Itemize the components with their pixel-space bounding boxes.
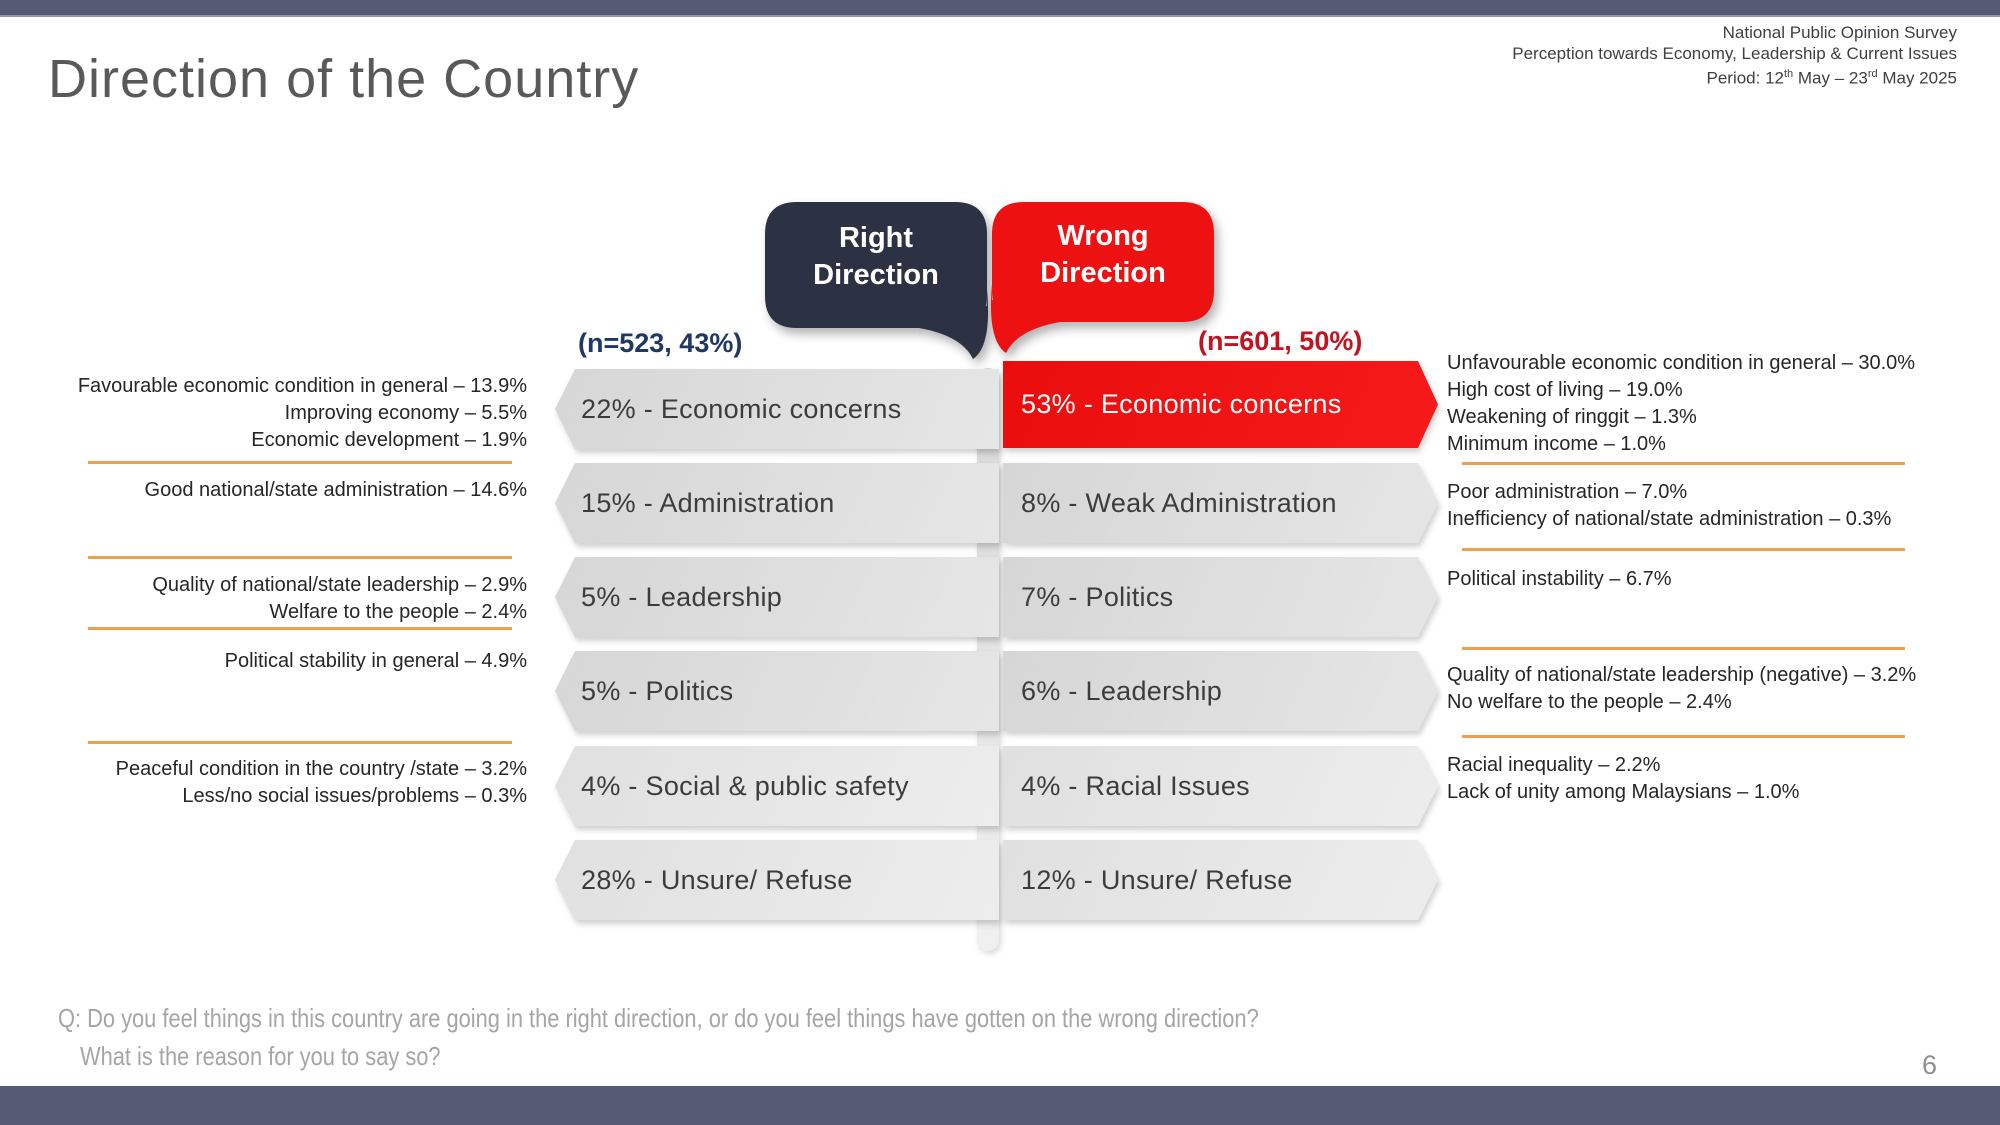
wrong-direction-breakdown-group: Quality of national/state leadership (ne… bbox=[1447, 662, 1992, 716]
wrong-direction-reason-row: 6% - Leadership bbox=[1003, 651, 1420, 731]
reason-arrow-label: 12% - Unsure/ Refuse bbox=[1003, 840, 1438, 920]
wrong-direction-reason-row: 4% - Racial Issues bbox=[1003, 746, 1420, 826]
survey-period: Period: 12th May – 23rd May 2025 bbox=[1706, 68, 1957, 88]
breakdown-line: Less/no social issues/problems – 0.3% bbox=[182, 785, 527, 807]
breakdown-line: Improving economy – 5.5% bbox=[284, 402, 527, 424]
reason-arrow-label: 5% - Leadership bbox=[555, 557, 999, 637]
reason-arrow-label: 7% - Politics bbox=[1003, 557, 1438, 637]
reason-arrow-label: 5% - Politics bbox=[555, 651, 999, 731]
survey-subtitle: Perception towards Economy, Leadership &… bbox=[1512, 44, 1957, 63]
right-direction-breakdown-group: Favourable economic condition in general… bbox=[20, 373, 527, 454]
survey-name: National Public Opinion Survey bbox=[1722, 23, 1957, 42]
right-direction-reason-row: 4% - Social & public safety bbox=[555, 746, 999, 826]
wrong-direction-bubble-label: Wrong Direction bbox=[1040, 220, 1166, 289]
right-direction-reason-row: 22% - Economic concerns bbox=[555, 369, 999, 449]
separator-line bbox=[88, 627, 512, 630]
right-direction-reason-row: 5% - Leadership bbox=[555, 557, 999, 637]
breakdown-line: Minimum income – 1.0% bbox=[1447, 433, 1666, 455]
survey-question-line1: Q: Do you feel things in this country ar… bbox=[58, 1003, 1259, 1033]
right-direction-reason-row: 28% - Unsure/ Refuse bbox=[555, 840, 999, 920]
breakdown-line: Welfare to the people – 2.4% bbox=[269, 601, 527, 623]
right-direction-breakdown-group: Quality of national/state leadership – 2… bbox=[20, 572, 527, 626]
breakdown-line: Poor administration – 7.0% bbox=[1447, 481, 1688, 503]
wrong-direction-reason-row: 53% - Economic concerns bbox=[1003, 361, 1420, 448]
reason-arrow-label: 6% - Leadership bbox=[1003, 651, 1438, 731]
wrong-direction-reason-row: 8% - Weak Administration bbox=[1003, 463, 1420, 543]
breakdown-line: Good national/state administration – 14.… bbox=[144, 479, 527, 501]
wrong-direction-bubble: Wrong Direction bbox=[990, 198, 1216, 364]
breakdown-line: Lack of unity among Malaysians – 1.0% bbox=[1447, 781, 1800, 803]
reason-arrow-label: 22% - Economic concerns bbox=[555, 369, 999, 449]
separator-line bbox=[1462, 735, 1905, 738]
reason-arrow-label: 15% - Administration bbox=[555, 463, 999, 543]
reason-arrow-label: 28% - Unsure/ Refuse bbox=[555, 840, 999, 920]
reason-arrow-label: 8% - Weak Administration bbox=[1003, 463, 1438, 543]
separator-line bbox=[1462, 462, 1905, 465]
breakdown-line: High cost of living – 19.0% bbox=[1447, 379, 1683, 401]
wrong-direction-breakdown-group: Political instability – 6.7% bbox=[1447, 566, 1992, 593]
right-direction-bubble-label: Right Direction bbox=[813, 222, 939, 291]
top-accent-bar bbox=[0, 0, 2000, 17]
breakdown-line: No welfare to the people – 2.4% bbox=[1447, 691, 1732, 713]
speech-bubble-left-shape bbox=[765, 202, 989, 359]
reason-arrow-label: 4% - Social & public safety bbox=[555, 746, 999, 826]
right-direction-reason-row: 5% - Politics bbox=[555, 651, 999, 731]
separator-line bbox=[88, 461, 512, 464]
slide-title: Direction of the Country bbox=[48, 49, 640, 109]
breakdown-line: Political stability in general – 4.9% bbox=[224, 650, 527, 672]
wrong-direction-reason-row: 7% - Politics bbox=[1003, 557, 1420, 637]
speech-bubble-right-shape bbox=[990, 202, 1214, 353]
breakdown-line: Quality of national/state leadership – 2… bbox=[152, 574, 527, 596]
wrong-direction-reason-row: 12% - Unsure/ Refuse bbox=[1003, 840, 1420, 920]
right-direction-bubble: Right Direction bbox=[763, 200, 989, 366]
wrong-direction-breakdown-group: Poor administration – 7.0% Inefficiency … bbox=[1447, 479, 1992, 533]
breakdown-line: Unfavourable economic condition in gener… bbox=[1447, 352, 1916, 374]
breakdown-line: Racial inequality – 2.2% bbox=[1447, 754, 1661, 776]
page-number: 6 bbox=[1922, 1050, 1938, 1080]
wrong-direction-breakdown-group: Racial inequality – 2.2% Lack of unity a… bbox=[1447, 752, 1992, 806]
right-direction-breakdown-group: Good national/state administration – 14.… bbox=[20, 477, 527, 504]
breakdown-line: Weakening of ringgit – 1.3% bbox=[1447, 406, 1697, 428]
wrong-direction-breakdown-group: Unfavourable economic condition in gener… bbox=[1447, 350, 1992, 458]
wrong-direction-sample-size: (n=601, 50%) bbox=[1198, 326, 1363, 356]
breakdown-line: Favourable economic condition in general… bbox=[77, 375, 527, 397]
breakdown-line: Inefficiency of national/state administr… bbox=[1447, 508, 1892, 530]
breakdown-line: Political instability – 6.7% bbox=[1447, 568, 1672, 590]
bottom-accent-bar bbox=[0, 1086, 2000, 1125]
breakdown-line: Quality of national/state leadership (ne… bbox=[1447, 664, 1917, 686]
breakdown-line: Economic development – 1.9% bbox=[251, 429, 527, 451]
reason-arrow-label: 53% - Economic concerns bbox=[1003, 361, 1438, 448]
separator-line bbox=[88, 556, 512, 559]
separator-line bbox=[1462, 548, 1905, 551]
right-direction-breakdown-group: Peaceful condition in the country /state… bbox=[20, 756, 527, 810]
survey-question-line2: What is the reason for you to say so? bbox=[80, 1041, 441, 1071]
separator-line bbox=[1462, 647, 1905, 650]
survey-meta: National Public Opinion Survey Perceptio… bbox=[1512, 22, 1957, 89]
breakdown-line: Peaceful condition in the country /state… bbox=[115, 758, 527, 780]
right-direction-sample-size: (n=523, 43%) bbox=[578, 328, 743, 358]
right-direction-reason-row: 15% - Administration bbox=[555, 463, 999, 543]
right-direction-breakdown-group: Political stability in general – 4.9% bbox=[20, 648, 527, 675]
reason-arrow-label: 4% - Racial Issues bbox=[1003, 746, 1438, 826]
separator-line bbox=[88, 741, 512, 744]
